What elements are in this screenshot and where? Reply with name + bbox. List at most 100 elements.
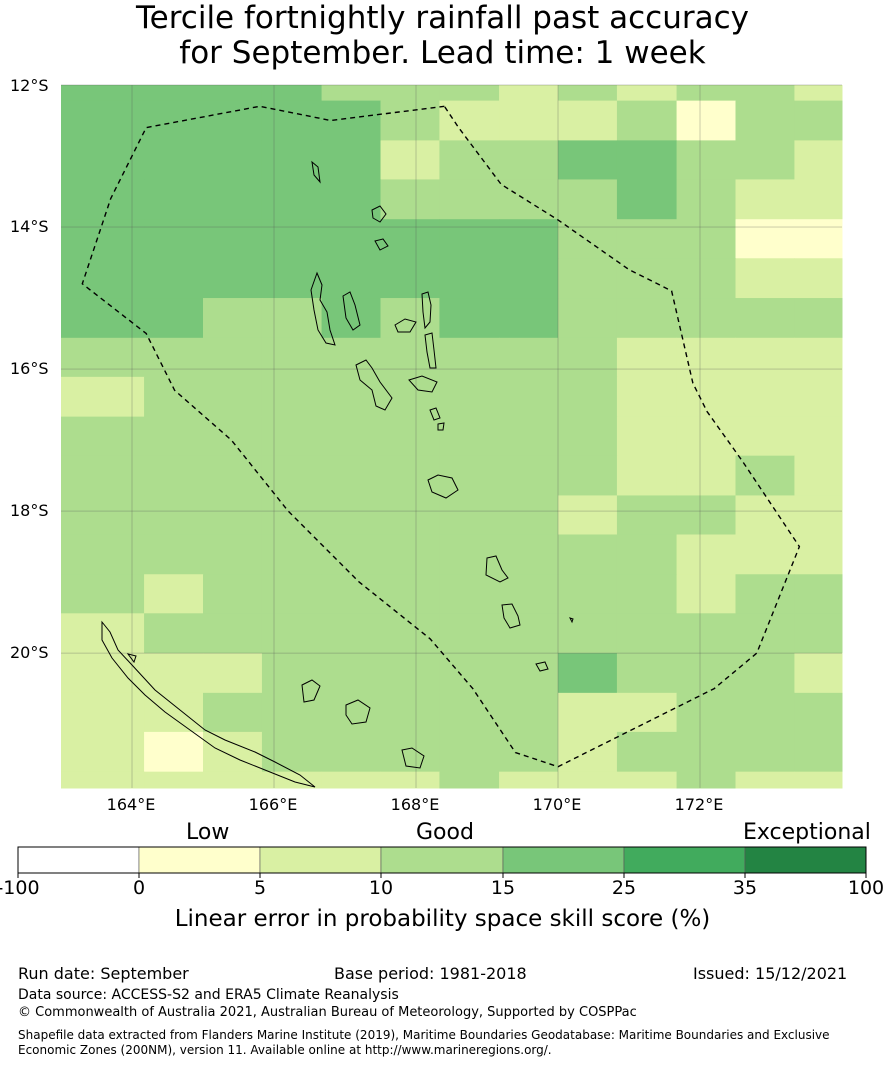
skill-cell — [261, 298, 323, 339]
skill-cell — [380, 574, 440, 614]
skill-cell — [261, 376, 323, 418]
skill-cell — [676, 574, 736, 614]
skill-cell — [203, 653, 263, 694]
island-malo — [342, 291, 361, 331]
base-period: Base period: 1981-2018 — [334, 964, 527, 983]
skill-cell — [61, 179, 145, 220]
island-tanna — [501, 603, 521, 629]
skill-cell — [439, 85, 500, 102]
colorbar-tick: 15 — [490, 877, 516, 899]
skill-cell — [321, 534, 381, 575]
skill-cell — [735, 534, 795, 575]
skill-cell — [616, 731, 678, 773]
island-banks-1 — [371, 205, 387, 223]
skill-cell — [735, 298, 795, 339]
skill-cell — [676, 100, 736, 141]
skill-cell — [61, 219, 145, 259]
skill-cell — [499, 298, 559, 339]
colorbar-segment — [623, 846, 746, 874]
skill-cell — [558, 140, 618, 180]
skill-cell — [616, 376, 678, 418]
skill-cell — [261, 771, 323, 789]
copyright: © Commonwealth of Australia 2021, Austra… — [18, 1005, 637, 1020]
skill-cell — [144, 495, 204, 535]
skill-cell — [794, 337, 843, 378]
shapefile-credit-line1: Shapefile data extracted from Flanders M… — [18, 1028, 830, 1042]
skill-cell — [794, 100, 843, 141]
skill-cell — [794, 574, 843, 614]
skill-cell — [794, 692, 843, 733]
skill-cell — [794, 455, 843, 496]
lon-label: 172°E — [674, 795, 724, 814]
skill-cell — [321, 100, 381, 141]
island-hunter — [569, 617, 574, 624]
skill-cell — [261, 258, 323, 299]
skill-cell — [499, 574, 559, 614]
skill-cell — [380, 376, 440, 418]
skill-cell — [794, 85, 843, 102]
skill-cell — [676, 376, 736, 418]
lat-label: 14°S — [10, 217, 49, 236]
island-malekula — [355, 359, 393, 411]
skill-cell — [735, 258, 795, 299]
skill-cell — [558, 534, 618, 575]
skill-cell — [61, 376, 145, 418]
skill-cell — [616, 298, 678, 339]
skill-cell — [321, 219, 381, 259]
skill-cell — [499, 455, 559, 496]
skill-cell — [203, 495, 263, 535]
skill-cell — [735, 653, 795, 694]
skill-cell — [203, 731, 263, 773]
skill-cell — [144, 416, 204, 457]
island-walpole — [126, 653, 137, 664]
skill-cell — [676, 179, 736, 220]
skill-cell — [380, 653, 440, 694]
skill-cell — [380, 85, 440, 102]
skill-cell — [794, 219, 843, 259]
shapefile-credit-line2: Economic Zones (200NM), version 11. Avai… — [18, 1043, 552, 1057]
skill-cell — [499, 100, 559, 141]
skill-cell — [558, 258, 618, 299]
island-espiritu-santo — [310, 271, 336, 346]
skill-cell — [61, 140, 145, 180]
skill-cell — [735, 455, 795, 496]
skill-cell — [144, 219, 204, 259]
skill-cell — [61, 613, 145, 654]
skill-cell — [439, 455, 500, 496]
eez-boundary — [81, 105, 801, 768]
lat-label: 20°S — [10, 643, 49, 662]
skill-cell — [144, 376, 204, 418]
skill-cell — [61, 337, 145, 378]
skill-cell — [794, 179, 843, 220]
lon-label: 166°E — [248, 795, 298, 814]
island-ambrym — [408, 375, 438, 393]
skill-cell — [794, 298, 843, 339]
skill-cell — [439, 692, 500, 733]
skill-cell — [616, 534, 678, 575]
skill-cell — [499, 140, 559, 180]
skill-cell — [499, 85, 559, 102]
colorbar-tick: 5 — [253, 877, 267, 899]
skill-cell — [439, 613, 500, 654]
skill-cell — [144, 574, 204, 614]
skill-cell — [616, 653, 678, 694]
chart-title-line1: Tercile fortnightly rainfall past accura… — [135, 0, 750, 36]
skill-cell — [203, 613, 263, 654]
skill-cell — [616, 416, 678, 457]
skill-cell — [144, 85, 204, 102]
skill-cell — [499, 731, 559, 773]
skill-cell — [735, 140, 795, 180]
skill-cell — [261, 731, 323, 773]
skill-cell — [144, 613, 204, 654]
skill-cell — [61, 731, 145, 773]
skill-cell — [321, 771, 381, 789]
skill-cell — [61, 258, 145, 299]
skill-cell — [380, 455, 440, 496]
skill-cell — [261, 613, 323, 654]
skill-cell — [321, 455, 381, 496]
skill-cell — [321, 258, 381, 299]
colorbar-tick: 0 — [132, 877, 146, 899]
colorbar-title: Linear error in probability space skill … — [174, 906, 711, 932]
skill-cell — [616, 219, 678, 259]
skill-cell — [261, 100, 323, 141]
